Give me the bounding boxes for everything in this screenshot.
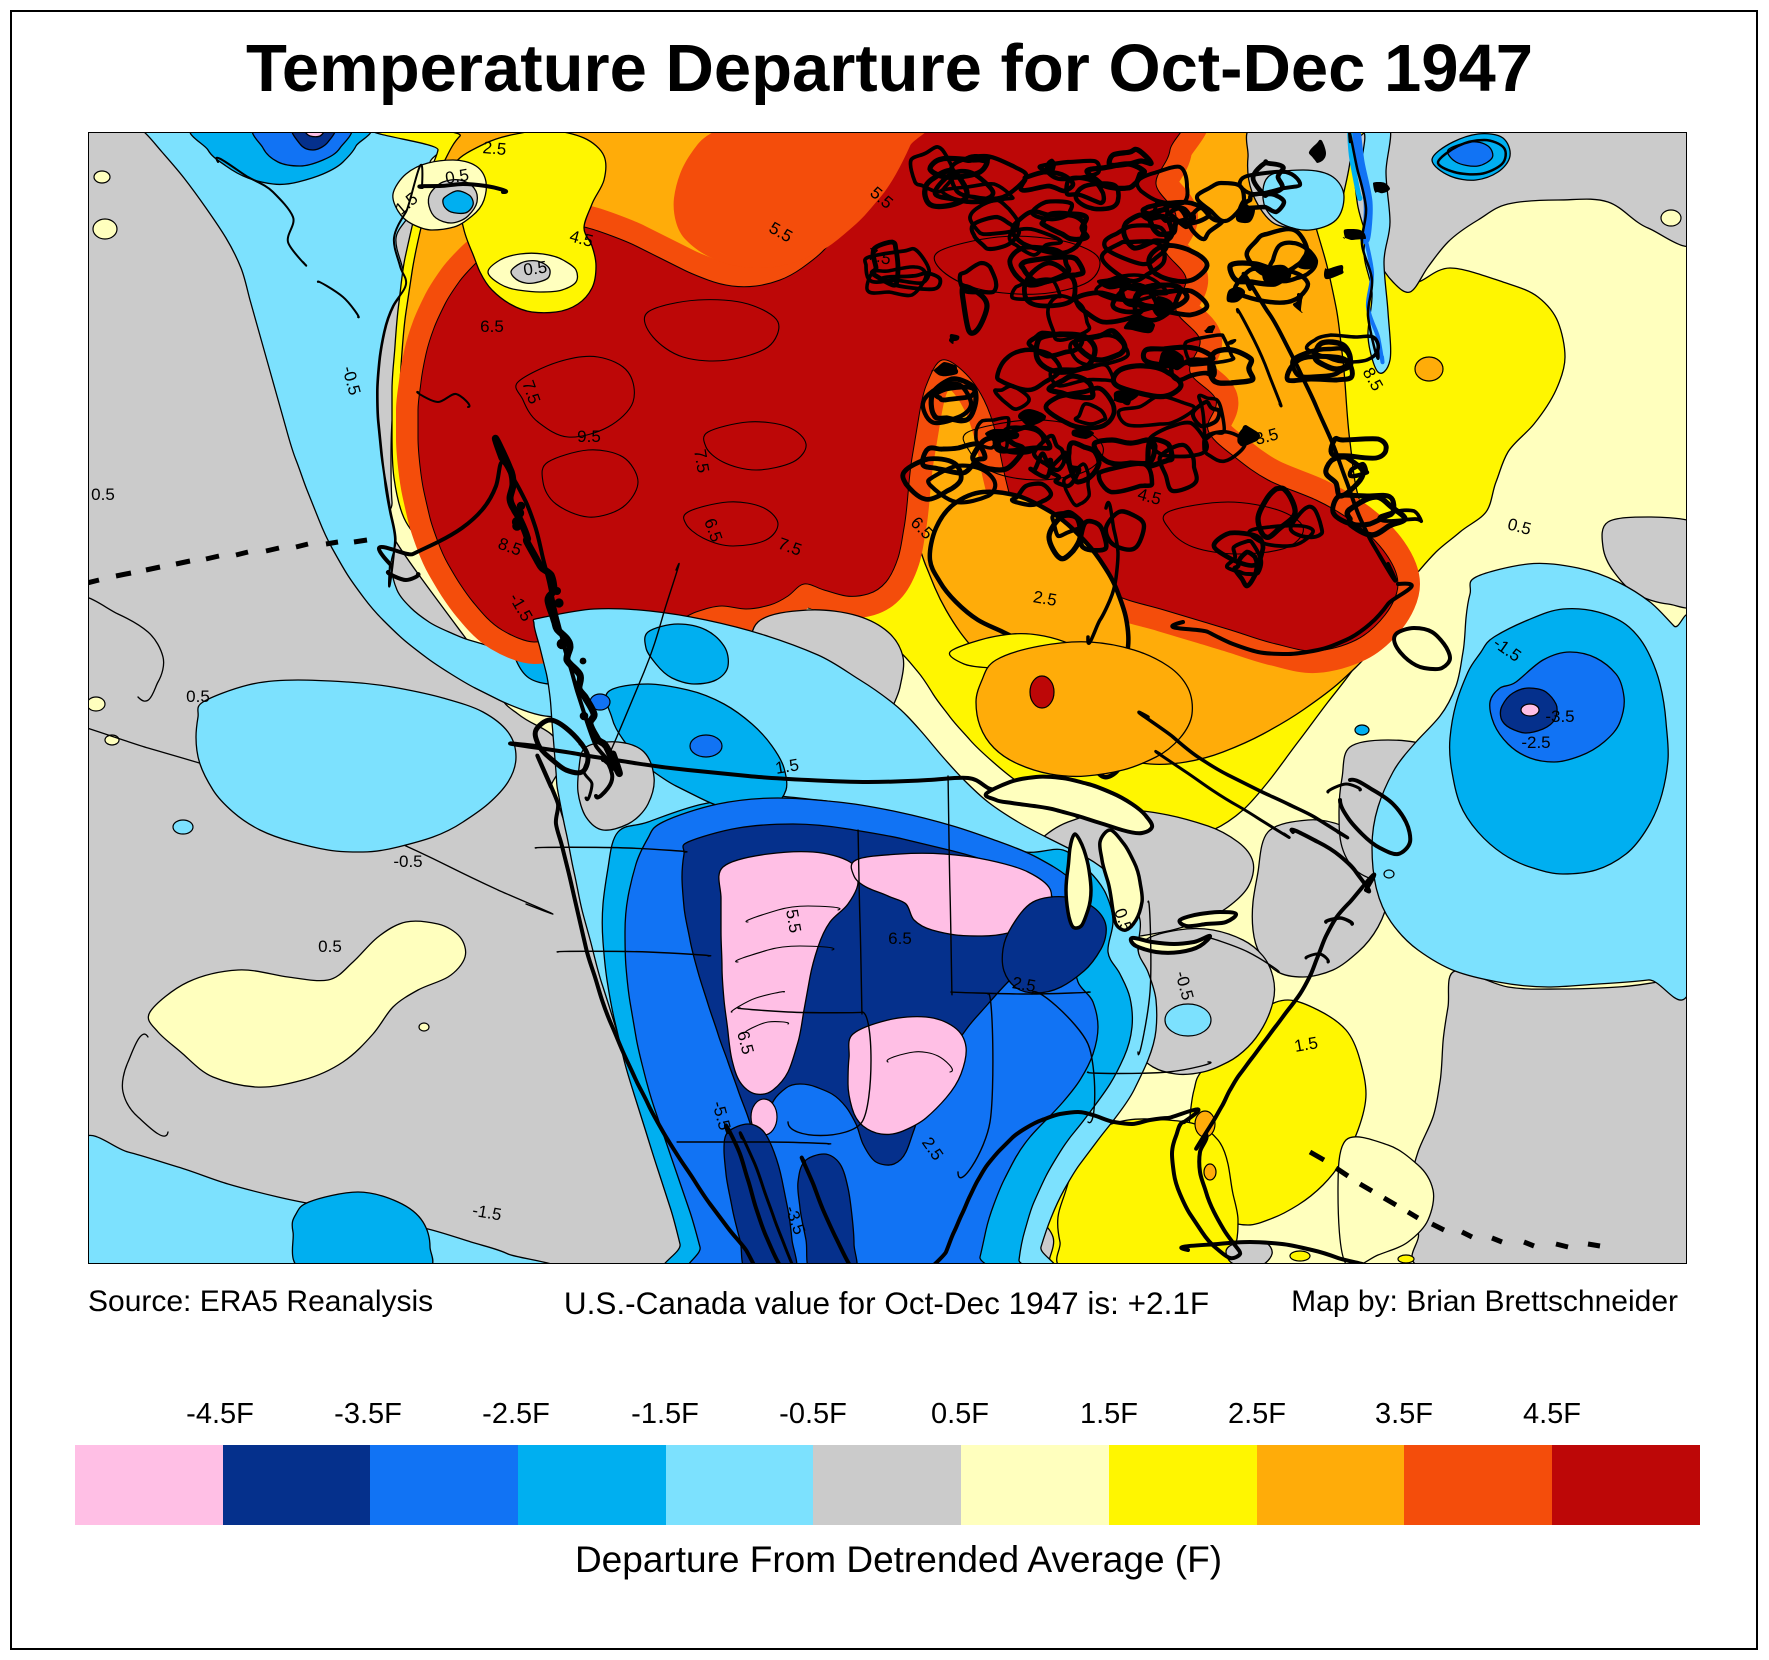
svg-text:-0.5: -0.5	[393, 852, 422, 871]
svg-text:6.5: 6.5	[888, 929, 912, 948]
svg-text:2.5: 2.5	[1011, 973, 1038, 996]
svg-text:-2.5: -2.5	[1521, 733, 1550, 752]
svg-text:2.5: 2.5	[482, 138, 507, 159]
svg-text:1.5: 1.5	[1293, 1033, 1320, 1056]
svg-text:0.5: 0.5	[91, 485, 115, 504]
svg-text:2.5: 2.5	[1032, 587, 1059, 610]
svg-text:7.5: 7.5	[690, 448, 713, 475]
svg-text:9.5: 9.5	[577, 427, 601, 446]
svg-text:0.5: 0.5	[522, 258, 548, 280]
svg-text:-1.5: -1.5	[471, 1201, 503, 1225]
svg-text:1.5: 1.5	[774, 755, 801, 778]
svg-text:0.5: 0.5	[186, 687, 210, 706]
svg-text:0.5: 0.5	[318, 937, 342, 956]
svg-text:5.5: 5.5	[782, 908, 805, 935]
svg-text:-3.5: -3.5	[1545, 707, 1574, 726]
svg-text:6.5: 6.5	[480, 317, 504, 336]
